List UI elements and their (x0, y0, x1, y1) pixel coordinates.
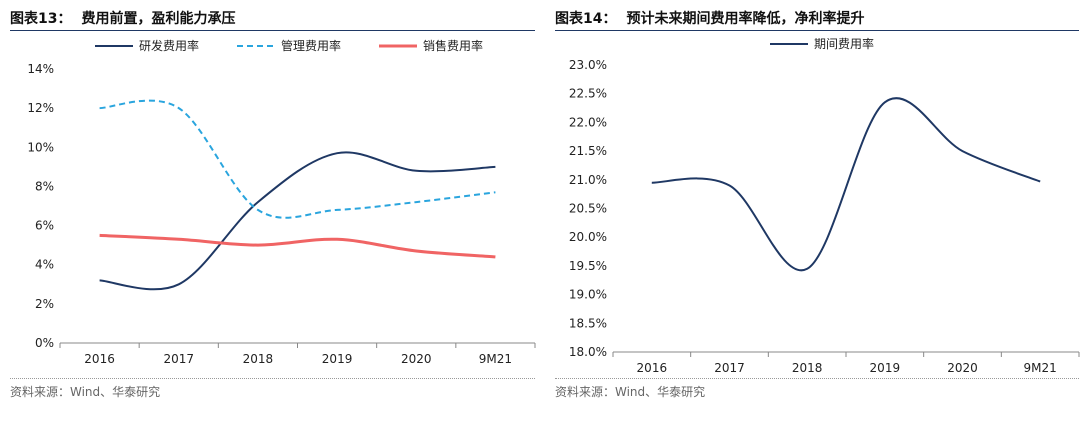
figure-title-text: 费用前置，盈利能力承压 (81, 11, 236, 27)
series-line-1 (651, 97, 1041, 272)
x-tick-label: 2016 (637, 361, 668, 375)
chart-title: 图表14： 预计未来期间费用率降低，净利率提升 (555, 8, 864, 28)
series-line-2 (99, 99, 496, 219)
legend-item: 期间费用率 (770, 36, 874, 51)
legend-item: 研发费用率 (95, 38, 199, 53)
x-tick-label: 9M21 (1024, 361, 1057, 375)
series-line-1 (99, 151, 496, 291)
y-tick-label: 19.0% (569, 288, 607, 302)
figure-label: 图表14： (555, 11, 617, 27)
chart-panel-right: 图表14： 预计未来期间费用率降低，净利率提升 18.0% 18.5% 19.0% 19… (545, 0, 1089, 429)
y-tick-label: 14% (27, 62, 54, 76)
y-tick-label: 18.0% (569, 345, 607, 359)
y-tick-label: 8% (35, 179, 54, 193)
x-tick-label: 2017 (163, 352, 194, 366)
line-chart: 18.0% 18.5% 19.0% 19.5% 20.0% 20.5% 21.0% 21.5%… (569, 36, 1080, 375)
source-note: 资料来源：Wind、华泰研究 (555, 385, 706, 399)
source-divider (10, 378, 535, 379)
chart-title: 图表13： 费用前置，盈利能力承压 (10, 8, 235, 28)
y-tick-label: 18.5% (569, 316, 607, 330)
series-line-3 (99, 233, 496, 259)
figure-title-text: 预计未来期间费用率降低，净利率提升 (626, 11, 865, 27)
y-tick-label: 21.5% (569, 144, 607, 158)
x-tick-label: 2020 (401, 352, 432, 366)
legend-label: 销售费用率 (423, 38, 483, 53)
y-tick-label: 22.5% (569, 87, 607, 101)
legend-label: 期间费用率 (814, 36, 874, 51)
x-tick-label: 9M21 (479, 352, 512, 366)
legend-label: 研发费用率 (139, 38, 199, 53)
title-divider (10, 30, 535, 31)
x-tick-label: 2018 (243, 352, 274, 366)
y-tick-label: 6% (35, 219, 54, 233)
figure-label: 图表13： (10, 11, 72, 27)
y-tick-label: 10% (27, 140, 54, 154)
x-tick-label: 2019 (322, 352, 353, 366)
y-tick-label: 22.0% (569, 115, 607, 129)
y-tick-label: 20.0% (569, 230, 607, 244)
legend-label: 管理费用率 (281, 38, 341, 53)
y-tick-label: 23.0% (569, 58, 607, 72)
source-note: 资料来源：Wind、华泰研究 (10, 385, 161, 399)
y-tick-label: 12% (27, 101, 54, 115)
x-tick-label: 2017 (714, 361, 745, 375)
y-tick-label: 2% (35, 297, 54, 311)
chart-panel-left: 图表13： 费用前置，盈利能力承压 0% 2% 4% 6% 8% 10% 12% 14% 2016… (10, 8, 536, 399)
line-chart: 0% 2% 4% 6% 8% 10% 12% 14% 2016 2017 2018 2019 2020 9… (27, 38, 536, 366)
source-divider (555, 378, 1079, 379)
x-tick-label: 2016 (84, 352, 115, 366)
x-tick-label: 2019 (870, 361, 901, 375)
y-tick-label: 21.0% (569, 173, 607, 187)
title-divider (555, 30, 1079, 31)
y-tick-label: 4% (35, 258, 54, 272)
y-tick-label: 20.5% (569, 202, 607, 216)
y-tick-label: 0% (35, 336, 54, 350)
x-tick-label: 2020 (947, 361, 978, 375)
x-tick-label: 2018 (792, 361, 823, 375)
legend-item: 销售费用率 (379, 38, 483, 53)
legend-item: 管理费用率 (237, 38, 341, 53)
y-tick-label: 19.5% (569, 259, 607, 273)
